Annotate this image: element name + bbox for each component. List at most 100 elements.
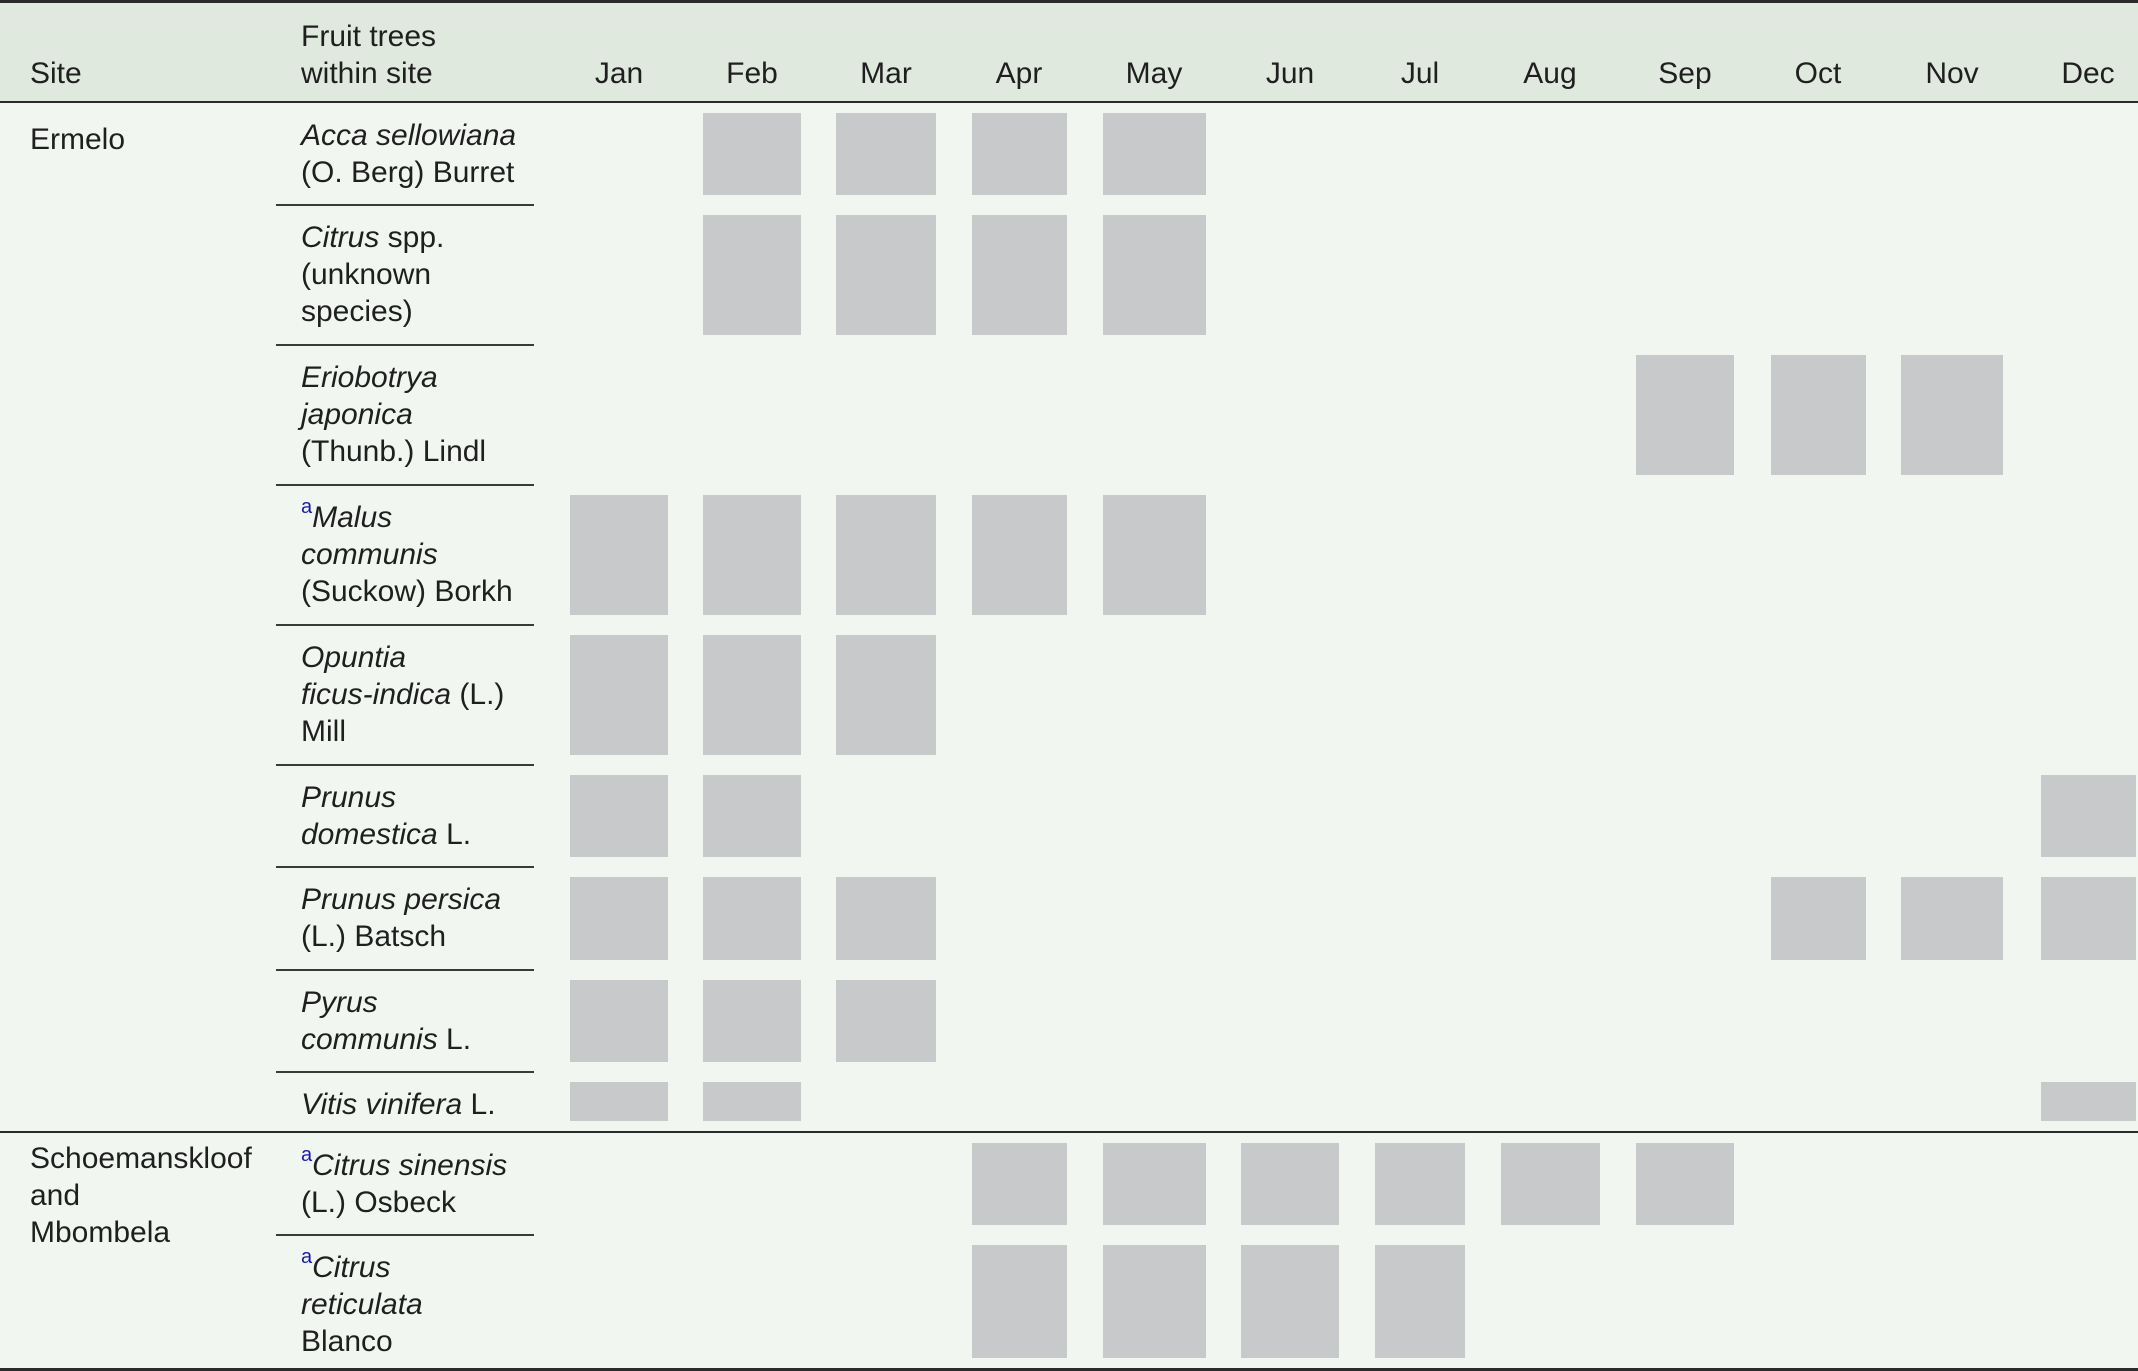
- fruiting-block-mar: [836, 635, 936, 755]
- header-month-jul: Jul: [1400, 57, 1440, 90]
- fruiting-block-apr: [971, 1245, 1067, 1358]
- tree-name-line: Prunus persica: [301, 881, 533, 918]
- tree-name-line: Mill: [301, 713, 533, 750]
- species-name: Eriobotrya: [301, 361, 438, 394]
- site-label: Mbombela: [30, 1216, 171, 1249]
- row-separator: [276, 344, 534, 346]
- fruiting-block-jan: [570, 775, 668, 857]
- tree-name-line: (unknown: [301, 256, 533, 293]
- species-name: Vitis vinifera: [301, 1088, 463, 1121]
- fruit-tree-cell: aMalus communis (Suckow) Borkh: [301, 497, 533, 610]
- top-rule: [0, 0, 2138, 3]
- species-name: domestica: [301, 818, 438, 851]
- fruiting-block-feb: [703, 877, 801, 960]
- header-trees-line1: Fruit trees: [301, 20, 437, 53]
- row-separator: [276, 624, 534, 626]
- fruiting-block-mar: [836, 215, 936, 335]
- species-name: communis: [301, 538, 438, 571]
- species-name: Citrus: [301, 221, 380, 254]
- species-name: reticulata: [301, 1288, 423, 1321]
- fruiting-block-jan: [570, 877, 668, 960]
- authority-text: (Thunb.) Lindl: [301, 435, 487, 468]
- species-name: Acca sellowiana: [301, 119, 517, 152]
- tree-name-line: Prunus: [301, 779, 533, 816]
- species-name: Prunus: [301, 781, 397, 814]
- fruiting-block-nov: [1901, 355, 2003, 475]
- fruiting-block-feb: [703, 1082, 801, 1121]
- row-separator: [276, 866, 534, 868]
- tree-name-line: Opuntia: [301, 639, 533, 676]
- fruit-tree-cell: Acca sellowiana (O. Berg) Burret: [301, 117, 533, 191]
- fruiting-block-feb: [703, 775, 801, 857]
- fruit-tree-cell: Opuntia ficus-indica (L.) Mill: [301, 639, 533, 750]
- fruiting-block-jun: [1241, 1245, 1339, 1358]
- fruit-tree-cell: Prunus persica (L.) Batsch: [301, 881, 533, 955]
- fruiting-block-mar: [836, 877, 936, 960]
- footnote-marker: a: [301, 1144, 313, 1166]
- fruiting-block-mar: [836, 495, 936, 615]
- authority-text: L.: [437, 818, 472, 851]
- fruiting-block-feb: [703, 113, 801, 195]
- fruiting-block-apr: [971, 1143, 1067, 1225]
- site-label: and: [30, 1179, 81, 1212]
- fruiting-block-sep: [1636, 1143, 1734, 1225]
- tree-name-line: Vitis vinifera L.: [301, 1086, 533, 1123]
- fruiting-block-may: [1102, 1143, 1206, 1225]
- tree-name-line: reticulata: [301, 1286, 533, 1323]
- fruiting-block-nov: [1901, 877, 2003, 960]
- fruiting-block-dec: [2040, 775, 2136, 857]
- species-name: ficus-indica: [301, 678, 452, 711]
- tree-name-line: (L.) Batsch: [301, 918, 533, 955]
- row-separator: [276, 764, 534, 766]
- header-month-jan: Jan: [594, 57, 644, 90]
- fruit-tree-cell: aCitrus reticulata Blanco: [301, 1247, 533, 1360]
- row-separator: [276, 1234, 534, 1236]
- header-month-mar: Mar: [860, 57, 912, 90]
- fruiting-block-jan: [570, 495, 668, 615]
- tree-name-line: communis L.: [301, 1021, 533, 1058]
- fruiting-block-may: [1102, 215, 1206, 335]
- tree-name-line: Citrus spp.: [301, 219, 533, 256]
- authority-text: Blanco: [301, 1325, 393, 1358]
- row-separator: [276, 204, 534, 206]
- species-name: Pyrus: [301, 986, 378, 1019]
- header-month-dec: Dec: [2061, 57, 2115, 90]
- header-month-may: May: [1125, 57, 1183, 90]
- fruiting-block-mar: [836, 980, 936, 1062]
- tree-name-line: aMalus: [301, 497, 533, 536]
- tree-name-line: japonica: [301, 396, 533, 433]
- fruiting-block-may: [1102, 113, 1206, 195]
- tree-name-line: aCitrus: [301, 1247, 533, 1286]
- row-separator: [276, 484, 534, 486]
- fruiting-block-dec: [2040, 877, 2136, 960]
- tree-name-line: Acca sellowiana: [301, 117, 533, 154]
- fruiting-block-feb: [703, 495, 801, 615]
- tree-name-line: (O. Berg) Burret: [301, 154, 533, 191]
- fruiting-block-feb: [703, 215, 801, 335]
- species-name: Citrus sinensis: [312, 1149, 508, 1182]
- header-trees-line2: within site: [301, 57, 433, 90]
- fruiting-block-jul: [1375, 1143, 1465, 1225]
- fruit-tree-cell: Citrus spp. (unknown species): [301, 219, 533, 330]
- tree-name-line: (Thunb.) Lindl: [301, 433, 533, 470]
- header-month-nov: Nov: [1925, 57, 1979, 90]
- fruiting-block-aug: [1500, 1143, 1600, 1225]
- fruiting-block-feb: [703, 980, 801, 1062]
- fruit-tree-cell: Pyrus communis L.: [301, 984, 533, 1058]
- fruiting-block-jun: [1241, 1143, 1339, 1225]
- fruiting-block-oct: [1770, 877, 1866, 960]
- fruiting-block-sep: [1636, 355, 1734, 475]
- species-name: Malus: [312, 501, 393, 534]
- header-month-feb: Feb: [726, 57, 778, 90]
- species-name: communis: [301, 1023, 438, 1056]
- tree-name-line: species): [301, 293, 533, 330]
- fruit-tree-cell: aCitrus sinensis (L.) Osbeck: [301, 1144, 533, 1221]
- header-site: Site: [30, 57, 82, 90]
- row-separator: [276, 1071, 534, 1073]
- species-name: japonica: [301, 398, 413, 431]
- fruiting-block-oct: [1770, 355, 1866, 475]
- fruiting-block-apr: [971, 113, 1067, 195]
- tree-name-line: communis: [301, 536, 533, 573]
- header-month-aug: Aug: [1523, 57, 1577, 90]
- fruiting-block-jan: [570, 1082, 668, 1121]
